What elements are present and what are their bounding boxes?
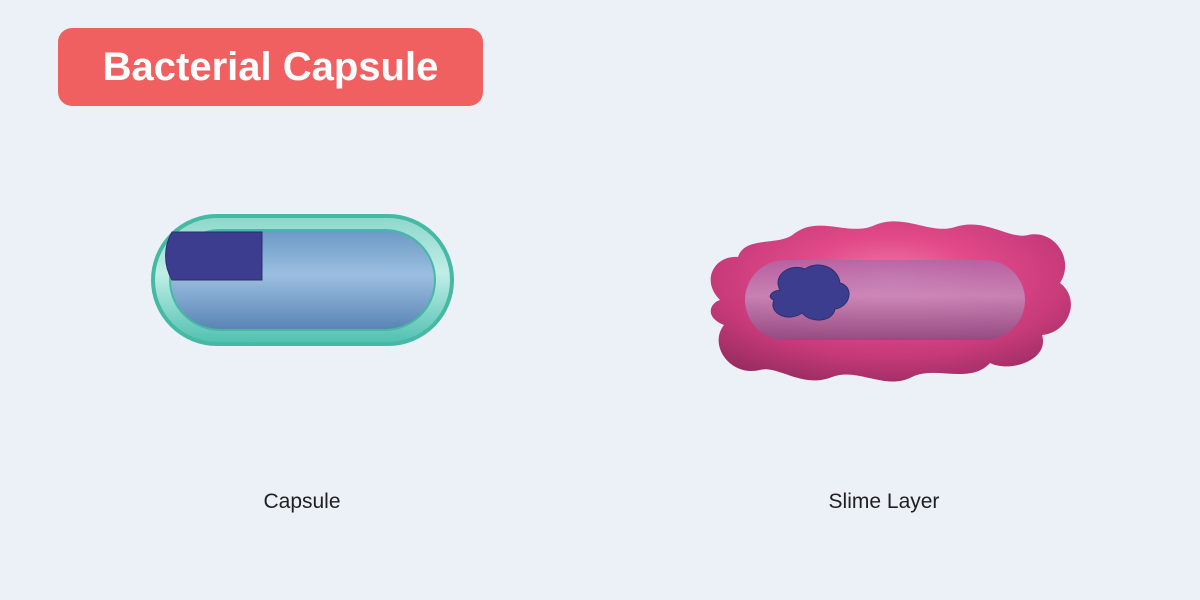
diagram-canvas: Bacterial Capsule — [0, 0, 1200, 600]
slime-label: Slime Layer — [804, 490, 964, 514]
slime-diagram — [690, 205, 1080, 390]
capsule-diagram — [150, 210, 455, 350]
title-badge: Bacterial Capsule — [58, 28, 483, 106]
slime-label-text: Slime Layer — [829, 490, 940, 513]
capsule-label: Capsule — [222, 490, 382, 514]
slime-svg — [690, 205, 1080, 390]
title-text: Bacterial Capsule — [103, 45, 439, 90]
capsule-svg — [150, 210, 455, 350]
capsule-label-text: Capsule — [263, 490, 340, 513]
